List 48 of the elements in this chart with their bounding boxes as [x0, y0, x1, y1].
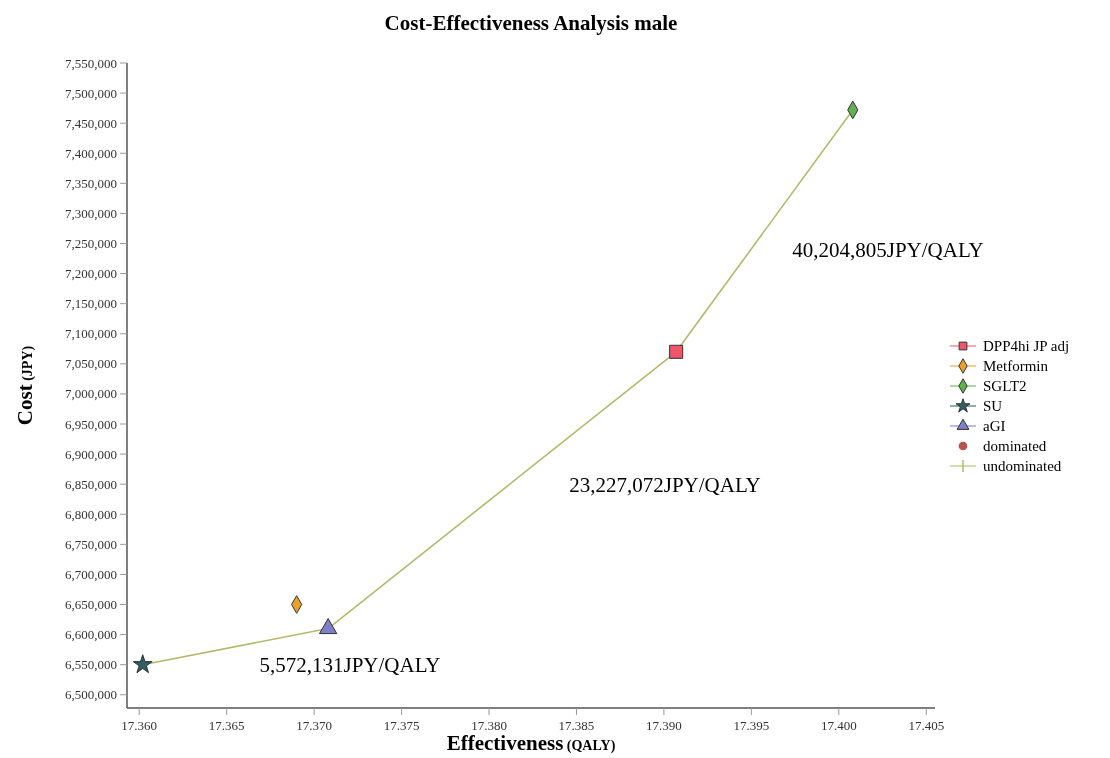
annotation: 40,204,805JPY/QALY — [792, 238, 984, 263]
x-tick-label: 17.365 — [208, 718, 245, 733]
legend-label: Metformin — [983, 358, 1049, 375]
x-tick-label: 17.370 — [296, 718, 333, 733]
x-tick-label: 17.390 — [646, 718, 682, 733]
y-tick-label: 7,050,000 — [65, 356, 117, 372]
legend-label: undominated — [983, 458, 1062, 475]
legend-label: SU — [983, 398, 1003, 415]
legend-label: DPP4hi JP adj — [983, 338, 1070, 355]
y-tick-label: 6,900,000 — [65, 446, 117, 462]
chart-title: Cost-Effectiveness Analysis male — [384, 11, 678, 35]
x-tick-label: 17.360 — [121, 718, 158, 733]
y-tick-label: 6,500,000 — [65, 687, 117, 703]
y-tick-label: 6,650,000 — [65, 597, 117, 613]
y-tick-label: 7,550,000 — [65, 55, 117, 71]
x-tick-label: 17.375 — [383, 718, 420, 733]
y-tick-label: 7,300,000 — [65, 205, 117, 221]
y-tick-label: 6,550,000 — [65, 657, 117, 673]
x-tick-label: 17.405 — [908, 718, 945, 733]
y-tick-label: 7,450,000 — [65, 115, 117, 131]
legend-label: dominated — [983, 438, 1047, 455]
x-tick-label: 17.395 — [733, 718, 770, 733]
x-tick-label: 17.385 — [558, 718, 595, 733]
y-tick-label: 7,100,000 — [65, 326, 117, 342]
legend-label: aGI — [983, 418, 1006, 435]
x-tick-label: 17.400 — [820, 718, 857, 733]
y-tick-label: 6,800,000 — [65, 506, 117, 522]
y-tick-label: 7,350,000 — [65, 175, 117, 191]
annotation: 23,227,072JPY/QALY — [569, 473, 761, 498]
annotation: 5,572,131JPY/QALY — [259, 653, 441, 678]
y-tick-label: 7,000,000 — [65, 386, 117, 402]
y-tick-label: 6,750,000 — [65, 536, 117, 552]
point — [318, 618, 338, 635]
legend-label: SGLT2 — [983, 378, 1027, 395]
y-tick-label: 6,850,000 — [65, 476, 117, 492]
y-tick-label: 6,700,000 — [65, 566, 117, 582]
y-axis-title: Cost (JPY) — [13, 345, 37, 426]
point — [132, 654, 153, 674]
y-tick-label: 7,500,000 — [65, 85, 117, 101]
x-axis-title: Effectiveness (QALY) — [446, 731, 616, 755]
y-tick-label: 7,400,000 — [65, 145, 117, 161]
y-tick-label: 6,600,000 — [65, 627, 117, 643]
x-tick-label: 17.380 — [471, 718, 507, 733]
y-tick-label: 7,250,000 — [65, 236, 117, 252]
point — [669, 344, 684, 359]
y-tick-label: 7,200,000 — [65, 266, 117, 282]
y-tick-label: 6,950,000 — [65, 416, 117, 432]
y-tick-label: 7,150,000 — [65, 296, 117, 312]
